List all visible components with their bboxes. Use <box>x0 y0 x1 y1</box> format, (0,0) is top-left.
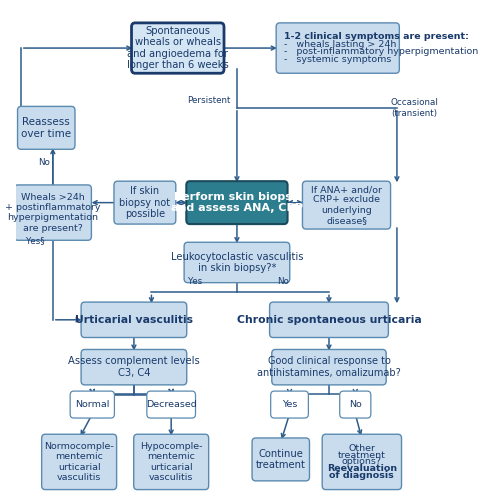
FancyBboxPatch shape <box>70 391 114 418</box>
Text: Reevaluation: Reevaluation <box>327 464 397 473</box>
Text: Assess complement levels
C3, C4: Assess complement levels C3, C4 <box>68 356 200 378</box>
Text: Decreased: Decreased <box>146 400 197 409</box>
Text: Other: Other <box>348 444 375 453</box>
Text: If ANA+ and/or
CRP+ exclude
underlying
disease§: If ANA+ and/or CRP+ exclude underlying d… <box>311 185 382 225</box>
Text: Persistent: Persistent <box>187 96 230 105</box>
FancyBboxPatch shape <box>340 391 371 418</box>
Text: No: No <box>349 400 362 409</box>
Text: Leukocytoclastic vasculitis
in skin biopsy?*: Leukocytoclastic vasculitis in skin biop… <box>171 252 303 274</box>
Text: Reassess
over time: Reassess over time <box>21 117 71 138</box>
Text: -   wheals lasting > 24h: - wheals lasting > 24h <box>284 40 396 48</box>
Text: treatment: treatment <box>338 450 386 460</box>
FancyBboxPatch shape <box>184 242 290 282</box>
FancyBboxPatch shape <box>134 434 209 490</box>
FancyBboxPatch shape <box>322 434 402 490</box>
FancyBboxPatch shape <box>252 438 309 481</box>
Text: -   post-inflammatory hyperpigmentation: - post-inflammatory hyperpigmentation <box>284 48 479 56</box>
FancyBboxPatch shape <box>302 181 391 229</box>
Text: Normocomple-
mentemic
urticarial
vasculitis: Normocomple- mentemic urticarial vasculi… <box>44 442 114 482</box>
Text: Occasional
(transient): Occasional (transient) <box>391 98 439 117</box>
FancyBboxPatch shape <box>276 23 399 73</box>
Text: Wheals >24h
+ postinflammatory
hyperpigmentation
are present?: Wheals >24h + postinflammatory hyperpigm… <box>5 192 101 232</box>
FancyBboxPatch shape <box>186 181 287 224</box>
Text: Chronic spontaneous urticaria: Chronic spontaneous urticaria <box>237 315 421 325</box>
Text: Perform skin biopsy
and assess ANA, CRP: Perform skin biopsy and assess ANA, CRP <box>171 192 303 214</box>
Text: Good clinical response to
antihistamines, omalizumab?: Good clinical response to antihistamines… <box>257 356 401 378</box>
Text: Yes: Yes <box>188 278 203 286</box>
FancyBboxPatch shape <box>81 350 187 385</box>
Text: options?: options? <box>342 458 382 466</box>
FancyBboxPatch shape <box>132 23 224 73</box>
Text: 1-2 clinical symptoms are present:: 1-2 clinical symptoms are present: <box>284 32 469 41</box>
Text: If skin
biopsy not
possible: If skin biopsy not possible <box>119 186 171 219</box>
FancyBboxPatch shape <box>270 391 308 418</box>
Text: Yes§: Yes§ <box>26 236 44 246</box>
FancyBboxPatch shape <box>269 302 388 338</box>
Text: No: No <box>38 158 50 167</box>
FancyBboxPatch shape <box>81 302 187 338</box>
Text: Yes: Yes <box>282 400 297 409</box>
FancyBboxPatch shape <box>272 350 386 385</box>
FancyBboxPatch shape <box>114 181 176 224</box>
FancyBboxPatch shape <box>17 106 75 150</box>
Text: Urticarial vasculitis: Urticarial vasculitis <box>75 315 193 325</box>
Text: -   systemic symptoms: - systemic symptoms <box>284 55 391 64</box>
Text: Normal: Normal <box>75 400 109 409</box>
Text: Hypocomple-
mentemic
urticarial
vasculitis: Hypocomple- mentemic urticarial vasculit… <box>140 442 203 482</box>
Text: No: No <box>277 278 289 286</box>
FancyBboxPatch shape <box>147 391 196 418</box>
FancyBboxPatch shape <box>14 185 91 240</box>
Text: of diagnosis: of diagnosis <box>329 471 394 480</box>
Text: Spontaneous
wheals or wheals
and angioedema for
longer than 6 weeks: Spontaneous wheals or wheals and angioed… <box>127 26 229 70</box>
Text: Continue
treatment: Continue treatment <box>256 448 306 470</box>
FancyBboxPatch shape <box>41 434 117 490</box>
